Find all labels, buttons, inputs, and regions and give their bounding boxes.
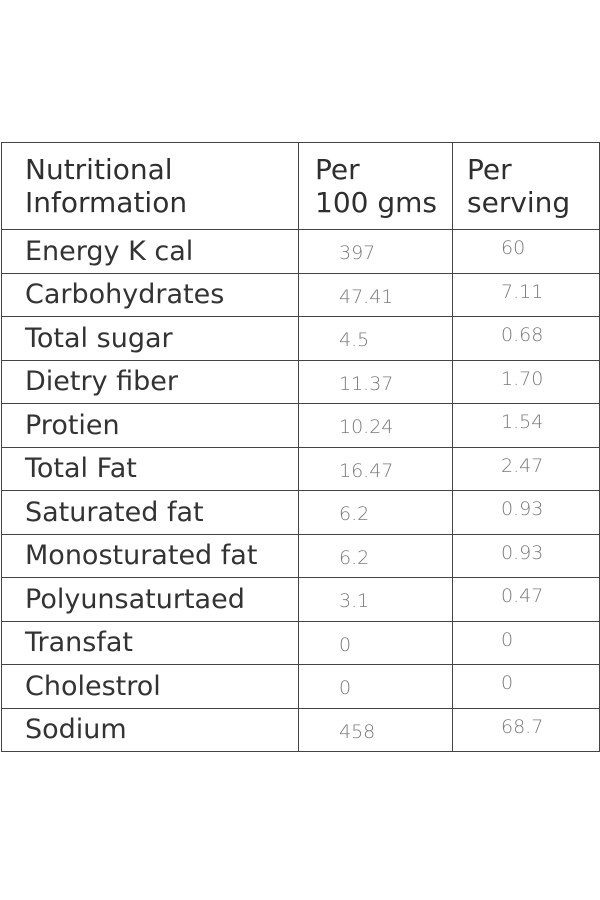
nutrient-name: Cholestrol: [1, 664, 299, 709]
table-row: Transfat 0 0: [1, 620, 600, 665]
header-per-serving: Per serving: [452, 142, 600, 230]
value-text: 4.5: [339, 329, 370, 352]
value-per-100: 0: [298, 620, 453, 665]
nutrient-name: Carbohydrates: [1, 272, 299, 317]
table-header-row: Nutritional Information Per 100 gms Per …: [1, 142, 600, 230]
value-per-serving: 0: [452, 620, 600, 665]
header-nutritional-information: Nutritional Information: [1, 142, 299, 230]
value-text: 3.1: [339, 590, 370, 613]
value-per-serving: 0.47: [452, 577, 600, 622]
value-text: 0.68: [501, 324, 544, 347]
value-per-serving: 0.93: [452, 533, 600, 578]
nutrient-name: Transfat: [1, 620, 299, 665]
value-per-serving: 68.7: [452, 707, 600, 752]
value-per-100: 10.24: [298, 403, 453, 448]
nutrient-name: Monosturated fat: [1, 533, 299, 578]
value-text: 0: [501, 628, 514, 651]
table-row: Dietry fiber 11.37 1.70: [1, 359, 600, 404]
nutrient-name: Total Fat: [1, 446, 299, 491]
value-text: 6.2: [339, 503, 370, 526]
value-per-serving: 0.68: [452, 316, 600, 361]
value-per-100: 47.41: [298, 272, 453, 317]
table-row: Carbohydrates 47.41 7.11: [1, 272, 600, 317]
header-line: Per: [467, 153, 512, 186]
value-text: 1.70: [501, 367, 544, 390]
value-per-100: 6.2: [298, 490, 453, 535]
value-text: 68.7: [501, 715, 544, 738]
header-line: Per: [315, 153, 360, 186]
value-per-100: 397: [298, 229, 453, 274]
value-text: 0: [339, 633, 352, 656]
value-text: 10.24: [339, 416, 394, 439]
value-per-100: 0: [298, 664, 453, 709]
nutrient-name: Protien: [1, 403, 299, 448]
value-text: 2.47: [501, 454, 544, 477]
value-text: 0.93: [501, 498, 544, 521]
header-line: 100 gms: [315, 186, 437, 219]
table-row: Monosturated fat 6.2 0.93: [1, 533, 600, 578]
value-per-serving: 1.54: [452, 403, 600, 448]
header-per-100-gms: Per 100 gms: [298, 142, 453, 230]
value-text: 397: [339, 242, 376, 265]
value-text: 6.2: [339, 546, 370, 569]
table-row: Sodium 458 68.7: [1, 707, 600, 752]
value-text: 458: [339, 720, 376, 743]
value-per-serving: 1.70: [452, 359, 600, 404]
value-per-serving: 0.93: [452, 490, 600, 535]
value-text: 16.47: [339, 459, 394, 482]
value-text: 0.93: [501, 541, 544, 564]
table-row: Total Fat 16.47 2.47: [1, 446, 600, 491]
value-per-100: 16.47: [298, 446, 453, 491]
value-per-100: 11.37: [298, 359, 453, 404]
value-text: 7.11: [501, 280, 544, 303]
header-line: Information: [25, 186, 188, 219]
value-text: 11.37: [339, 372, 394, 395]
nutrient-name: Total sugar: [1, 316, 299, 361]
value-per-100: 3.1: [298, 577, 453, 622]
value-text: 0.47: [501, 585, 544, 608]
value-per-serving: 0: [452, 664, 600, 709]
nutrient-name: Polyunsaturtaed: [1, 577, 299, 622]
nutrition-table: Nutritional Information Per 100 gms Per …: [1, 142, 600, 752]
nutrient-name: Sodium: [1, 707, 299, 752]
value-per-100: 6.2: [298, 533, 453, 578]
nutrient-name: Dietry fiber: [1, 359, 299, 404]
value-text: 0: [501, 672, 514, 695]
table-row: Energy K cal 397 60: [1, 229, 600, 274]
header-line: Nutritional: [25, 153, 173, 186]
value-text: 1.54: [501, 411, 544, 434]
table-row: Cholestrol 0 0: [1, 664, 600, 709]
value-text: 0: [339, 677, 352, 700]
table-row: Protien 10.24 1.54: [1, 403, 600, 448]
table-row: Polyunsaturtaed 3.1 0.47: [1, 577, 600, 622]
table-row: Saturated fat 6.2 0.93: [1, 490, 600, 535]
header-line: serving: [467, 186, 571, 219]
table-row: Total sugar 4.5 0.68: [1, 316, 600, 361]
nutrient-name: Energy K cal: [1, 229, 299, 274]
value-per-serving: 60: [452, 229, 600, 274]
nutrient-name: Saturated fat: [1, 490, 299, 535]
value-text: 47.41: [339, 285, 394, 308]
value-per-100: 458: [298, 707, 453, 752]
value-text: 60: [501, 237, 526, 260]
value-per-serving: 2.47: [452, 446, 600, 491]
value-per-serving: 7.11: [452, 272, 600, 317]
value-per-100: 4.5: [298, 316, 453, 361]
